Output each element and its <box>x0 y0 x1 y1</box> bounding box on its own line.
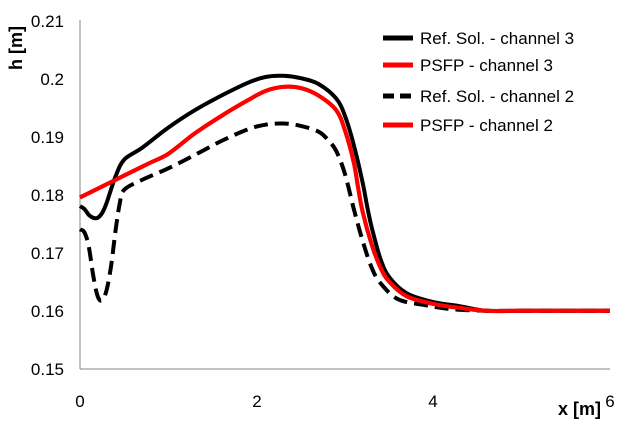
y-axis-label: h [m] <box>6 26 26 70</box>
y-tick-label: 0.19 <box>31 128 64 147</box>
series-layer <box>78 73 610 314</box>
x-tick-label: 0 <box>75 392 84 411</box>
legend-label-ref-channel-3: Ref. Sol. - channel 3 <box>420 29 574 48</box>
x-axis-label: x [m] <box>558 399 601 419</box>
x-tick-labels: 0 2 4 6 <box>75 392 614 411</box>
x-tick-label: 4 <box>428 392 437 411</box>
x-tick-label: 6 <box>605 392 614 411</box>
legend-label-psfp-channel-2: PSFP - channel 2 <box>420 116 553 135</box>
y-tick-label: 0.18 <box>31 186 64 205</box>
x-tick-label: 2 <box>252 392 261 411</box>
legend-label-psfp-channel-3: PSFP - channel 3 <box>420 56 553 75</box>
y-tick-label: 0.16 <box>31 302 64 321</box>
y-tick-label: 0.21 <box>31 12 64 31</box>
y-tick-labels: 0.15 0.16 0.17 0.18 0.19 0.2 0.21 <box>31 12 64 379</box>
plot-area <box>79 20 610 370</box>
series-line-psfp-channel-2 <box>79 84 610 314</box>
y-tick-label: 0.17 <box>31 244 64 263</box>
series-line-ref-channel-2 <box>78 121 610 313</box>
y-tick-label: 0.2 <box>40 70 64 89</box>
y-tick-label: 0.15 <box>31 360 64 379</box>
series-line-ref-channel-3 <box>78 73 610 314</box>
legend-label-ref-channel-2: Ref. Sol. - channel 2 <box>420 87 574 106</box>
legend: Ref. Sol. - channel 3 PSFP - channel 3 R… <box>383 29 574 135</box>
